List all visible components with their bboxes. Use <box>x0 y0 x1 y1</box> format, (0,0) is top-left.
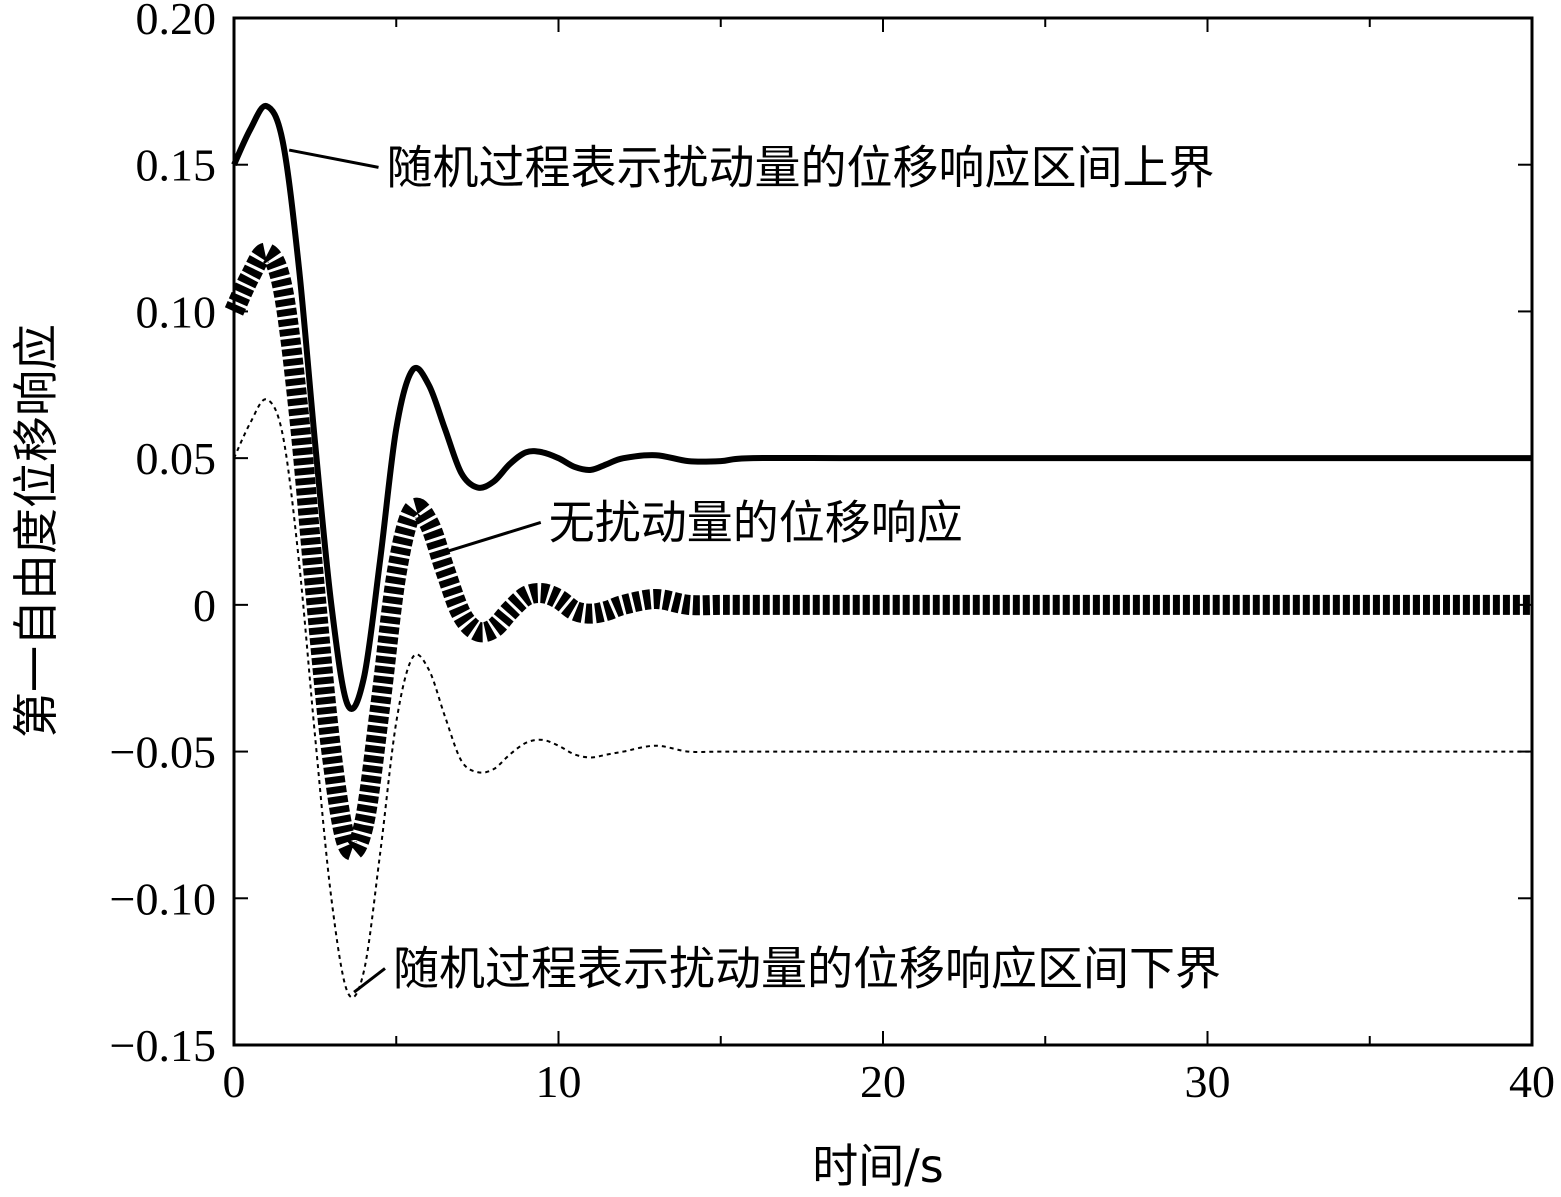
annotation-no-disturbance-text: 无扰动量的位移响应 <box>549 495 963 549</box>
series-upper-bound-line <box>231 103 1532 713</box>
annotation-lower-bound-text: 随机过程表示扰动量的位移响应区间下界 <box>393 941 1221 995</box>
x-tick-label: 0 <box>223 1056 246 1107</box>
y-tick-label: −0.05 <box>110 727 216 778</box>
annotation-lower-bound-leader <box>353 967 386 994</box>
x-tick-label: 20 <box>860 1056 906 1107</box>
x-tick-label: 30 <box>1185 1056 1231 1107</box>
annotation-upper-bound-leader <box>288 148 379 169</box>
y-tick-label: −0.10 <box>110 873 216 924</box>
x-axis-label: 时间/s <box>812 1139 943 1193</box>
x-tick-label: 10 <box>536 1056 582 1107</box>
series-layer <box>224 103 1532 999</box>
annotation-layer: 随机过程表示扰动量的位移响应区间上界无扰动量的位移响应随机过程表示扰动量的位移响… <box>288 140 1221 995</box>
annotation-no-disturbance-leader <box>444 521 542 554</box>
annotation-upper-bound-text: 随机过程表示扰动量的位移响应区间上界 <box>387 140 1215 194</box>
x-tick-label: 40 <box>1509 1056 1555 1107</box>
y-tick-label: 0.15 <box>136 140 217 191</box>
series-no-disturbance-line <box>224 242 1532 861</box>
series-lower-bound-line <box>233 398 1532 999</box>
y-axis-label: 第一自由度位移响应 <box>9 324 63 738</box>
y-tick-label: 0.05 <box>136 433 217 484</box>
y-tick-label: −0.15 <box>110 1020 216 1071</box>
ticks-layer: 0 10 20 30 40 −0.15 −0.10 −0.05 0 0.05 0.10 0.15 0.2… <box>110 0 1555 1107</box>
y-tick-label: 0.10 <box>136 286 217 337</box>
y-tick-label: 0 <box>193 580 216 631</box>
y-tick-label: 0.20 <box>136 0 217 44</box>
